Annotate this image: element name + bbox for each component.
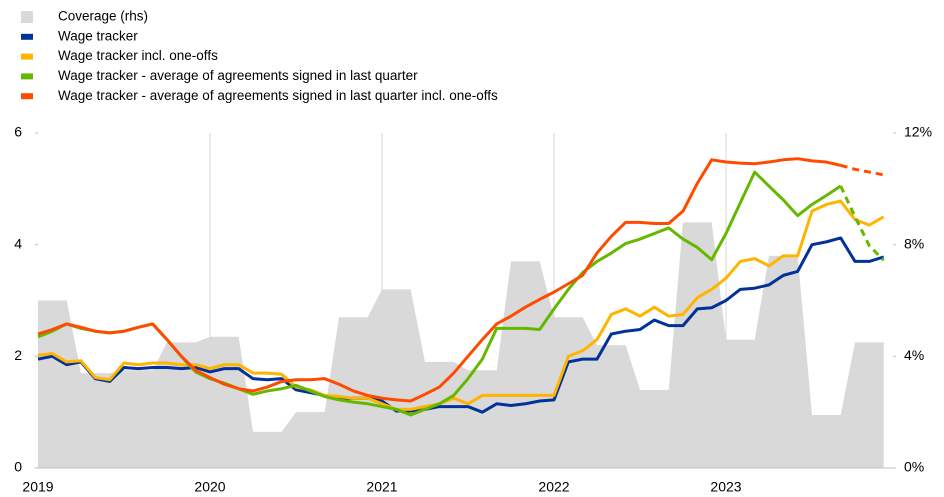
series-line-dashed [839,185,885,262]
x-tick-label: 2020 [194,479,225,495]
y2-tick-label: 4% [904,347,924,363]
legend-swatch [21,11,33,23]
legend-swatch [21,33,33,40]
coverage-area [38,222,884,468]
y-tick-label: 0 [14,459,22,475]
legend-label: Wage tracker [58,28,138,43]
y-tick-label: 6 [14,124,22,140]
x-tick-label: 2021 [366,479,397,495]
series-line [37,157,842,403]
series-line-dashed [840,163,884,177]
series-line [37,199,885,411]
y2-tick-label: 0% [904,459,924,475]
x-tick-label: 2019 [22,479,53,495]
legend-swatch [21,93,33,100]
x-tick-label: 2022 [538,479,569,495]
x-tick-label: 2023 [710,479,741,495]
legend-label: Coverage (rhs) [58,9,148,24]
y-tick-label: 4 [14,235,22,251]
y2-tick-label: 8% [904,235,924,251]
legend-swatch [21,73,33,80]
y2-tick-label: 12% [904,124,932,140]
legend-swatch [21,53,33,60]
legend-label: Wage tracker - average of agreements sig… [58,88,498,103]
series-line [37,236,885,414]
legend-label: Wage tracker - average of agreements sig… [58,68,418,83]
legend-label: Wage tracker incl. one-offs [58,48,218,63]
y-tick-label: 2 [14,347,22,363]
